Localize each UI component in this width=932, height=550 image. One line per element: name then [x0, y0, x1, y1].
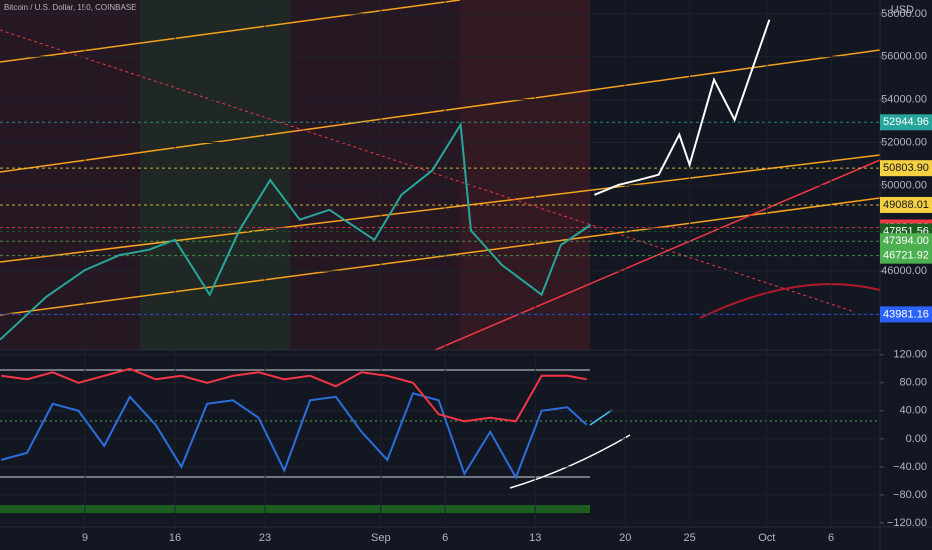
series-line — [1, 367, 587, 423]
x-tick-label: Sep — [371, 532, 391, 544]
zone — [140, 0, 290, 350]
y-tick-label: −120.00 — [887, 517, 927, 529]
x-tick-label: 25 — [683, 532, 695, 544]
curve — [699, 283, 881, 319]
y-tick-label: 80.00 — [899, 377, 927, 389]
price-tag — [880, 306, 932, 323]
chart-title: Bitcoin / U.S. Dollar, 150, COINBASE — [4, 3, 137, 12]
price-tag — [880, 114, 932, 131]
series-line — [594, 19, 771, 196]
series-line — [1, 392, 588, 480]
y-tick-label: 58000.00 — [881, 8, 927, 20]
y-tick-label: −80.00 — [893, 489, 927, 501]
series-line — [0, 121, 592, 341]
x-tick-label: Oct — [758, 532, 775, 544]
y-tick-label: 52000.00 — [881, 136, 927, 148]
price-tag-label: 49088.01 — [883, 199, 929, 211]
x-tick-label: 20 — [619, 532, 631, 544]
x-tick-label: 13 — [529, 532, 541, 544]
price-tag-label: 43981.16 — [883, 308, 929, 320]
trendline — [0, 154, 881, 263]
trendline — [0, 0, 461, 63]
price-tag — [880, 160, 932, 177]
price-tag — [880, 233, 932, 250]
trendline — [0, 197, 881, 316]
price-tag-label: 46721.92 — [883, 250, 929, 262]
y-tick-label: 120.00 — [893, 349, 927, 361]
signal-strip — [0, 505, 590, 513]
y-tick-label: 0.00 — [906, 433, 927, 445]
x-tick-label: 6 — [828, 532, 834, 544]
arrow — [509, 434, 631, 489]
y-tick-label: 50000.00 — [881, 179, 927, 191]
trendline — [0, 49, 881, 173]
y-tick-label: 40.00 — [899, 405, 927, 417]
y-tick-label: 46000.00 — [881, 265, 927, 277]
price-tag-label: 52944.96 — [883, 116, 929, 128]
y-tick-label: 56000.00 — [881, 51, 927, 63]
price-tag — [880, 247, 932, 264]
price-tag — [880, 196, 932, 213]
x-tick-label: 23 — [259, 532, 271, 544]
price-tag-label: 50803.90 — [883, 162, 929, 174]
x-tick-label: 6 — [442, 532, 448, 544]
x-tick-label: 9 — [82, 532, 88, 544]
zone — [460, 0, 590, 350]
zone — [290, 0, 460, 350]
y-tick-label: 54000.00 — [881, 94, 927, 106]
price-tag-label: 47394.00 — [883, 235, 929, 247]
currency: USD — [891, 4, 914, 16]
trendline — [434, 159, 881, 351]
trendline — [0, 29, 856, 313]
x-tick-label: 16 — [169, 532, 181, 544]
y-tick-label: −40.00 — [893, 461, 927, 473]
arrow — [589, 409, 613, 426]
